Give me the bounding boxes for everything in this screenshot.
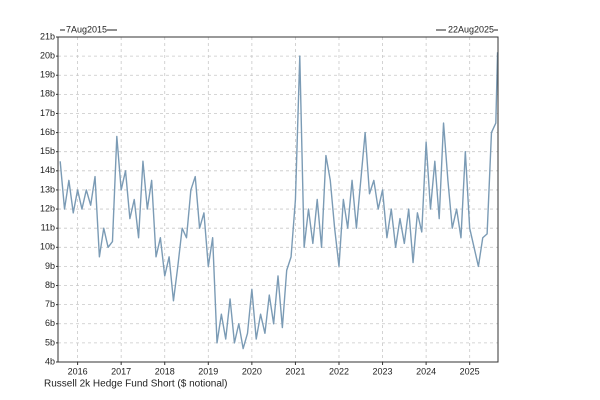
plot-frame (57, 36, 499, 363)
x-tick-label: 2019 (198, 366, 218, 376)
y-tick-label: 16b (40, 127, 55, 137)
x-tick-label: 2023 (373, 366, 393, 376)
y-tick-label: 14b (40, 165, 55, 175)
y-tick-label: 8b (45, 280, 55, 290)
y-tick-label: 18b (40, 89, 55, 99)
y-tick-label: 20b (40, 50, 55, 60)
y-tick-label: 6b (45, 318, 55, 328)
x-tick-label: 2024 (416, 366, 436, 376)
y-tick-label: 17b (40, 108, 55, 118)
y-tick-label: 15b (40, 146, 55, 156)
x-tick-label: 2017 (111, 366, 131, 376)
plot-area (58, 37, 498, 362)
y-tick-label: 11b (41, 223, 55, 233)
y-tick-label: 13b (40, 184, 55, 194)
x-tick-label: 2025 (460, 366, 480, 376)
legend-entry: Russell 2k Hedge Fund Short ($ notional) (44, 379, 227, 390)
y-tick-label: 9b (45, 261, 55, 271)
y-tick-label: 19b (40, 70, 55, 80)
x-tick-label: 2018 (155, 366, 175, 376)
y-tick-label: 4b (45, 356, 55, 366)
plot (59, 52, 499, 350)
x-tick-label: 2022 (329, 366, 349, 376)
x-tick-label: 2016 (68, 366, 88, 376)
y-tick-label: 21b (40, 31, 55, 41)
y-tick-label: 10b (40, 242, 55, 252)
end-label: 22Aug2025 (448, 24, 494, 34)
data-line (59, 52, 499, 350)
x-tick-label: 2020 (242, 366, 262, 376)
x-tick-label: 2021 (285, 366, 305, 376)
y-tick-label: 5b (45, 337, 55, 347)
start-label: 7Aug2015 (66, 24, 107, 34)
y-tick-label: 12b (40, 203, 55, 213)
y-tick-label: 7b (45, 299, 55, 309)
